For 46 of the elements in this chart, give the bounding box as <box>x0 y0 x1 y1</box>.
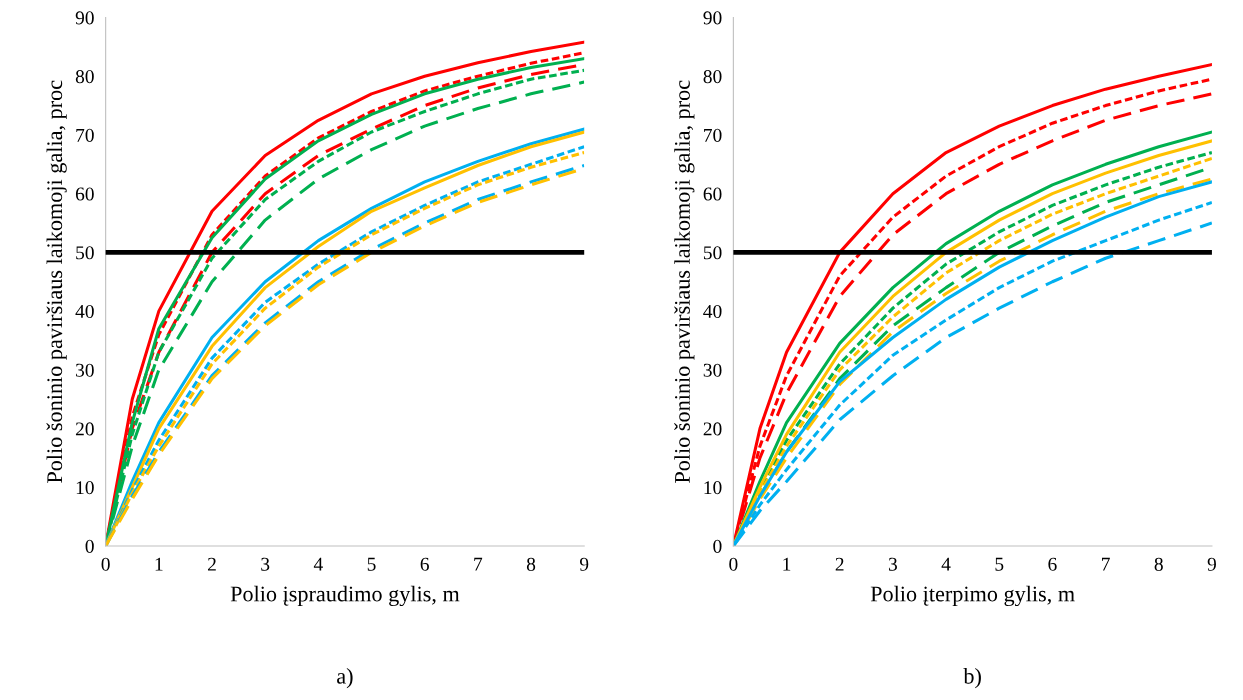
y-tick-label: 50 <box>76 246 94 260</box>
x-tick-label: 6 <box>1048 557 1057 571</box>
y-tick-label: 20 <box>75 422 94 436</box>
x-tick-label: 3 <box>261 557 270 571</box>
y-tick-label: 60 <box>703 187 722 201</box>
y-tick-label: 90 <box>75 11 94 25</box>
y-tick-label: 40 <box>703 304 722 319</box>
y-tick-label: 0 <box>85 539 94 553</box>
y-tick-label: 70 <box>76 128 94 142</box>
x-tick-label: 1 <box>783 557 791 571</box>
x-tick-label: 5 <box>995 557 1004 571</box>
x-axis-title: Polio įspraudimo gylis, m <box>230 585 460 607</box>
x-tick-label: 2 <box>835 557 844 571</box>
y-tick-label: 30 <box>76 363 94 377</box>
x-tick-label: 4 <box>941 557 951 571</box>
x-tick-label: 3 <box>888 557 897 571</box>
y-tick-label: 80 <box>75 70 94 84</box>
y-tick-label: 10 <box>76 481 94 495</box>
x-tick-label: 2 <box>207 557 216 571</box>
y-tick-label: 10 <box>704 481 722 495</box>
y-tick-label: 20 <box>703 422 722 436</box>
x-tick-label: 1 <box>155 557 163 571</box>
y-tick-label: 40 <box>75 304 94 319</box>
y-tick-label: 90 <box>703 11 722 25</box>
y-tick-label: 60 <box>75 187 94 201</box>
y-tick-label: 80 <box>703 70 722 84</box>
x-tick-label: 9 <box>1207 557 1216 571</box>
x-tick-label: 8 <box>1154 557 1163 571</box>
x-tick-label: 7 <box>1102 557 1110 571</box>
x-tick-label: 8 <box>526 557 536 571</box>
x-tick-label: 0 <box>729 557 738 571</box>
y-tick-label: 0 <box>713 539 722 553</box>
y-tick-label: 50 <box>703 246 722 260</box>
x-tick-label: 0 <box>101 557 110 571</box>
x-tick-label: 7 <box>474 557 483 571</box>
y-tick-label: 70 <box>704 128 722 142</box>
x-tick-label: 4 <box>313 557 323 571</box>
x-tick-label: 6 <box>420 557 429 571</box>
y-axis-title: Polio šoninio paviršiaus laikomoji galia, proc <box>674 80 695 483</box>
text: a) <box>337 668 353 689</box>
x-axis-title: Polio įterpimo gylis, m <box>870 585 1075 607</box>
y-axis-title: Polio šoninio paviršiaus laikomoji galia, proc <box>46 80 67 483</box>
x-tick-label: 9 <box>579 557 589 571</box>
text: b) <box>963 668 981 689</box>
x-tick-label: 5 <box>367 557 376 571</box>
y-tick-label: 30 <box>703 363 722 377</box>
